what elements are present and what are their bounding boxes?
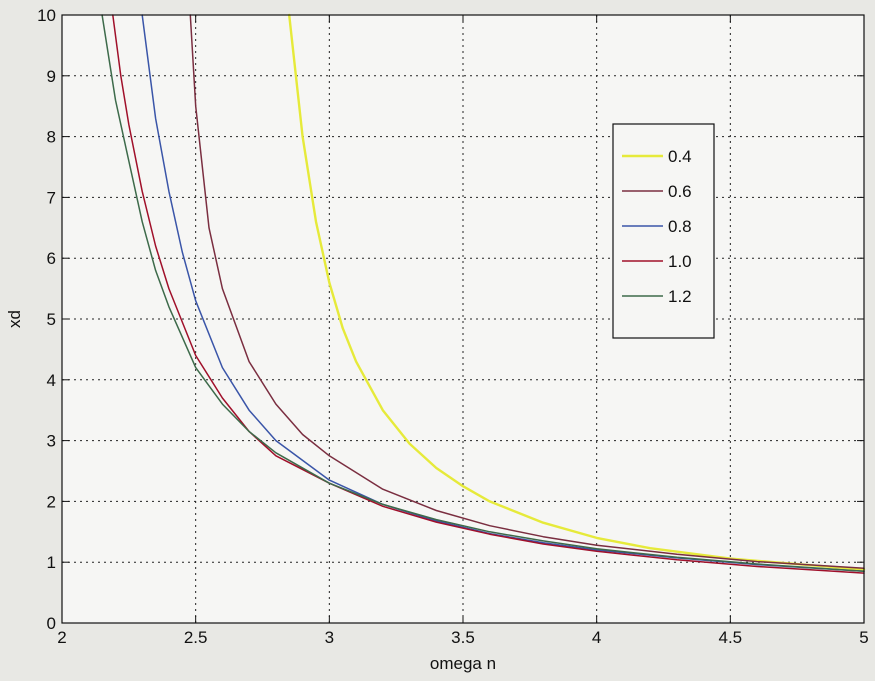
x-axis-label: omega n bbox=[430, 654, 496, 673]
axis-ticks: 2 2.5 3 3.5 4 4.5 5 0 1 2 3 4 5 6 7 8 9 10 bbox=[37, 6, 869, 647]
grid bbox=[62, 15, 864, 623]
x-tick-label: 3 bbox=[325, 628, 334, 647]
legend: 0.4 0.6 0.8 1.0 1.2 bbox=[612, 123, 715, 339]
x-tick-label: 3.5 bbox=[451, 628, 475, 647]
y-tick-label: 8 bbox=[47, 128, 56, 147]
y-tick-label: 4 bbox=[47, 371, 56, 390]
legend-label-1-0: 1.0 bbox=[668, 252, 692, 271]
legend-label-0-6: 0.6 bbox=[668, 182, 692, 201]
x-tick-label: 2 bbox=[57, 628, 66, 647]
series-line-1-2 bbox=[101, 14, 865, 573]
x-tick-label: 4.5 bbox=[719, 628, 743, 647]
y-tick-label: 0 bbox=[47, 614, 56, 633]
legend-box bbox=[612, 123, 715, 339]
legend-label-0-8: 0.8 bbox=[668, 217, 692, 236]
y-tick-label: 7 bbox=[47, 188, 56, 207]
series-line-0-8 bbox=[141, 14, 865, 573]
y-tick-label: 2 bbox=[47, 492, 56, 511]
series-lines bbox=[101, 13, 866, 574]
y-tick-label: 3 bbox=[47, 432, 56, 451]
y-tick-label: 6 bbox=[47, 249, 56, 268]
x-tick-label: 5 bbox=[859, 628, 868, 647]
y-tick-label: 9 bbox=[47, 67, 56, 86]
x-tick-label: 4 bbox=[592, 628, 601, 647]
series-line-1-0 bbox=[112, 14, 865, 574]
legend-label-1-2: 1.2 bbox=[668, 287, 692, 306]
y-tick-label: 10 bbox=[37, 6, 56, 25]
series-line-0-6 bbox=[189, 14, 865, 570]
x-tick-label: 2.5 bbox=[184, 628, 208, 647]
y-tick-label: 1 bbox=[47, 553, 56, 572]
series-line-0-4 bbox=[288, 13, 866, 571]
y-axis-label: xd bbox=[5, 310, 24, 328]
legend-label-0-4: 0.4 bbox=[668, 147, 692, 166]
y-tick-label: 5 bbox=[47, 310, 56, 329]
